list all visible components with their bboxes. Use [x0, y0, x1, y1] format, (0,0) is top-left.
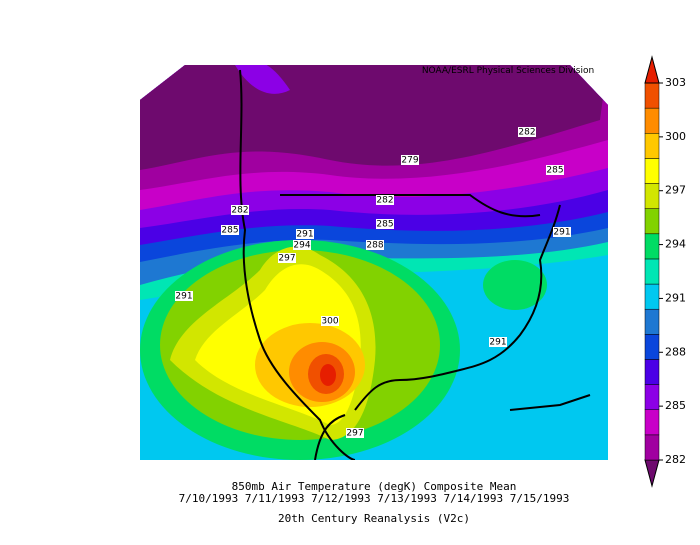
label-box [278, 253, 296, 263]
label-box [546, 165, 564, 175]
label-box [518, 127, 536, 137]
colorbar-end [644, 55, 660, 84]
colorbar: 282 285 288 291 294 297 300 303 [644, 55, 686, 488]
label-box [175, 291, 193, 301]
map [140, 65, 608, 460]
colorbar-end [644, 459, 660, 488]
caption-dates: 7/10/1993 7/11/1993 7/12/1993 7/13/1993 … [179, 492, 570, 505]
colorbar-segment [644, 334, 660, 360]
contour-label: 291 [175, 292, 192, 302]
colorbar-segment [644, 183, 660, 209]
caption-source: 20th Century Reanalysis (V2c) [278, 512, 470, 525]
coastlines [239, 69, 591, 460]
colorbar-tick-label: 285 [665, 399, 686, 412]
contour-fill [320, 364, 336, 386]
contour-label: 282 [231, 206, 248, 216]
contour-label: 297 [278, 254, 295, 264]
colorbar-segment [644, 359, 660, 385]
contour-label: 279 [401, 156, 418, 166]
colorbar-segment [644, 133, 660, 159]
colorbar-segment [644, 208, 660, 235]
label-box [231, 205, 249, 215]
colorbar-tick-label: 297 [665, 184, 686, 197]
label-box [293, 240, 311, 250]
credit: NOAA/ESRL Physical Sciences Division [422, 66, 594, 76]
colorbar-segment [644, 107, 660, 134]
label-box [376, 195, 394, 205]
label-box [401, 155, 419, 165]
label-box [221, 225, 239, 235]
colorbar-tick-label: 291 [665, 291, 686, 304]
colorbar-segment [644, 308, 660, 335]
contour-label: 288 [366, 241, 383, 251]
contour-label: 285 [546, 166, 563, 176]
colorbar-segment [644, 283, 660, 310]
colorbar-segment [644, 434, 660, 461]
label-box [553, 227, 571, 237]
label-box [366, 240, 384, 250]
colorbar-tick-label: 294 [665, 238, 686, 251]
colorbar-tick-label: 300 [665, 130, 686, 143]
contour-fill [235, 65, 290, 94]
contour-label: 294 [293, 241, 310, 251]
contour-label: 291 [296, 230, 313, 240]
colorbar-segment [644, 158, 660, 184]
label-box [296, 229, 314, 239]
contour-label: 285 [376, 220, 393, 230]
colorbar-segment [644, 384, 660, 410]
contour-label: 300 [321, 317, 338, 327]
label-box [376, 219, 394, 229]
contour-label: 297 [346, 429, 363, 439]
contour-label: 291 [553, 228, 570, 238]
colorbar-tick-label: 288 [665, 345, 686, 358]
contour-fill [483, 260, 547, 310]
contour-label: 285 [221, 226, 238, 236]
caption-title: 850mb Air Temperature (degK) Composite M… [232, 480, 517, 493]
colorbar-segment [644, 258, 660, 285]
colorbar-segment [644, 82, 660, 109]
colorbar-segment [644, 233, 660, 260]
label-box [321, 316, 339, 326]
contour-label: 282 [518, 128, 535, 138]
label-box [346, 428, 364, 438]
colorbar-segment [644, 409, 660, 436]
label-box [489, 337, 507, 347]
colorbar-tick-label: 303 [665, 76, 686, 89]
contour-label: 291 [489, 338, 506, 348]
contour-label: 282 [376, 196, 393, 206]
colorbar-tick-label: 282 [665, 453, 686, 466]
